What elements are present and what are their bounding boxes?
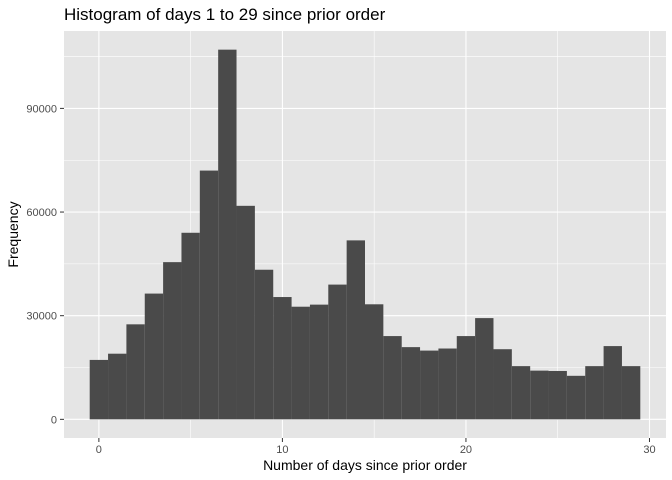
- histogram-bar: [456, 336, 476, 420]
- histogram-bar: [309, 304, 329, 420]
- histogram-bar: [420, 350, 439, 420]
- histogram-bar: [530, 370, 549, 420]
- histogram-bar: [383, 336, 402, 420]
- histogram-bar: [475, 318, 494, 420]
- histogram-bar: [89, 359, 109, 420]
- y-axis-ticks: 0 30000 60000 90000: [26, 103, 64, 426]
- histogram-bar: [163, 262, 182, 420]
- chart-title: Histogram of days 1 to 29 since prior or…: [64, 5, 386, 24]
- histogram-bar: [181, 232, 200, 420]
- x-axis-title: Number of days since prior order: [263, 457, 467, 473]
- x-tick-label: 10: [276, 444, 288, 456]
- x-tick-label: 30: [643, 444, 655, 456]
- histogram-bar: [291, 306, 310, 420]
- histogram-bar: [328, 284, 347, 420]
- x-tick-label: 0: [96, 444, 102, 456]
- histogram-bar: [199, 170, 219, 420]
- histogram-bar: [566, 375, 586, 420]
- bars: [89, 49, 641, 420]
- histogram-bar: [108, 353, 127, 420]
- histogram-bar: [218, 49, 237, 420]
- histogram-bar: [621, 366, 641, 420]
- y-tick-label: 60000: [26, 207, 57, 219]
- histogram-bar: [585, 366, 604, 420]
- histogram-bar: [126, 324, 145, 420]
- histogram-bar: [365, 304, 384, 420]
- x-tick-label: 20: [460, 444, 472, 456]
- y-tick-label: 90000: [26, 103, 57, 115]
- histogram-bar: [144, 293, 164, 420]
- histogram-bar: [273, 297, 292, 420]
- histogram-bar: [346, 240, 365, 420]
- histogram-bar: [603, 346, 622, 420]
- x-axis-ticks: 0 10 20 30: [96, 438, 656, 456]
- histogram-bar: [493, 349, 512, 420]
- histogram-bar: [236, 205, 255, 420]
- histogram-bar: [401, 347, 421, 420]
- histogram-bar: [438, 348, 457, 420]
- y-tick-label: 0: [51, 414, 57, 426]
- y-axis-title: Frequency: [5, 201, 21, 267]
- histogram-bar: [254, 269, 274, 420]
- y-tick-label: 30000: [26, 311, 57, 323]
- histogram-bar: [511, 366, 531, 420]
- histogram-bar: [548, 370, 567, 420]
